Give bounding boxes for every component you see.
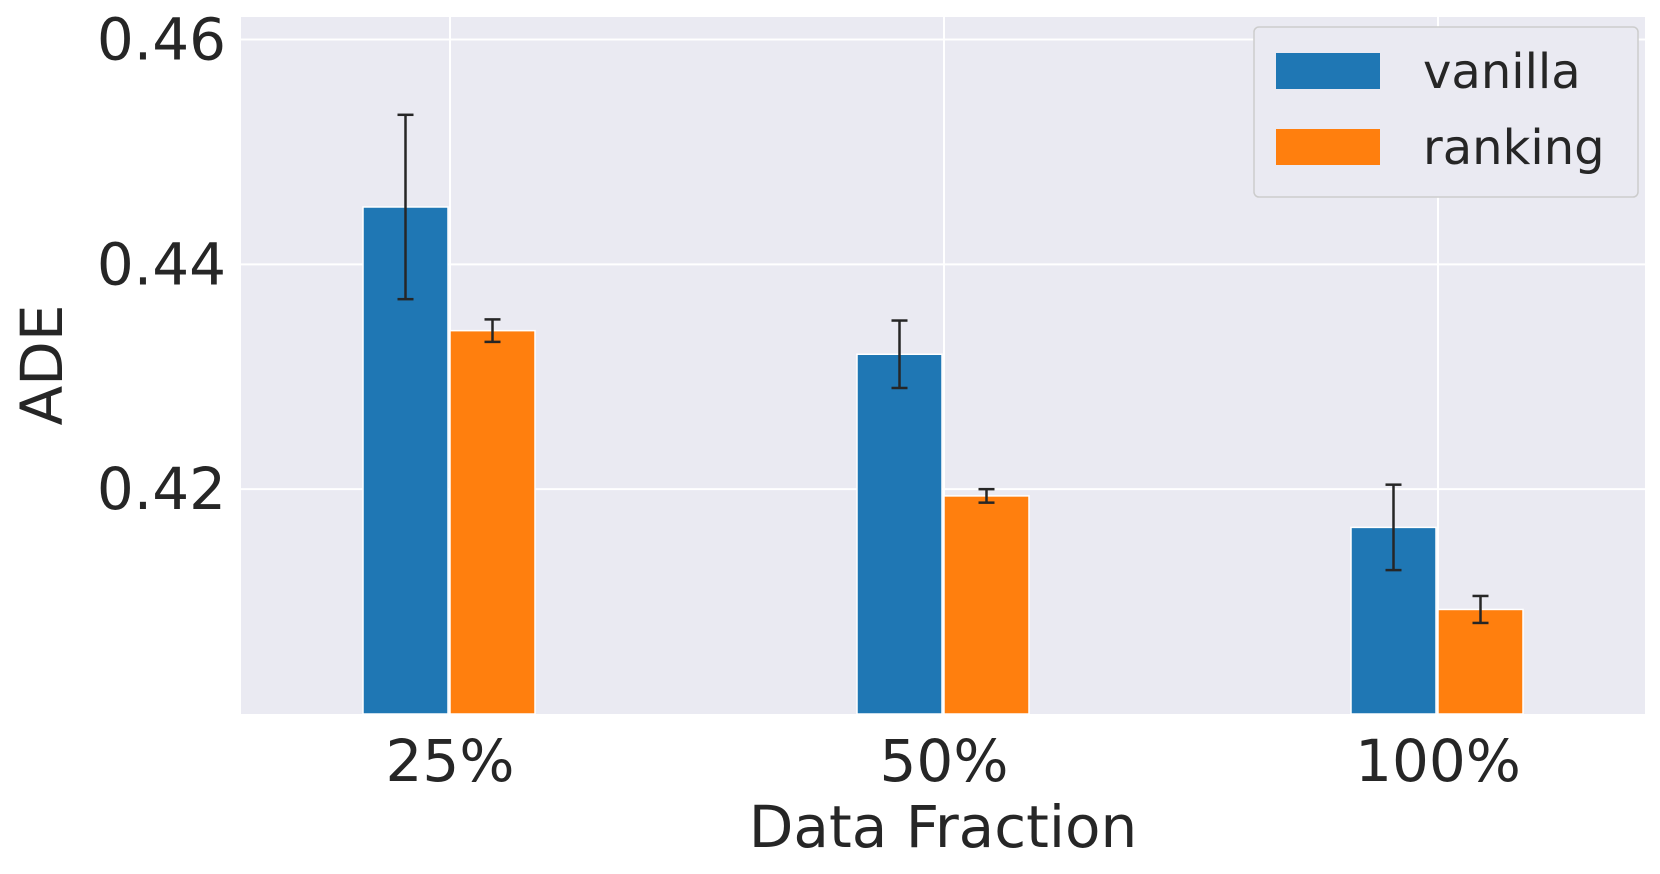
y-axis-label: ADE xyxy=(8,305,76,426)
y-tick-label: 0.42 xyxy=(97,455,226,523)
legend-label-ranking: ranking xyxy=(1423,120,1605,176)
legend-swatch-ranking xyxy=(1276,129,1380,165)
y-axis-ticks: 0.42 0.44 0.46 xyxy=(97,5,226,523)
bar-ranking-50% xyxy=(943,495,1030,715)
x-axis-label: Data Fraction xyxy=(749,793,1137,861)
x-tick-label: 25% xyxy=(386,727,515,795)
y-tick-label: 0.44 xyxy=(97,230,226,298)
bar-ranking-25% xyxy=(449,329,536,715)
x-axis-ticks: 25% 50% 100% xyxy=(386,727,1521,795)
legend-swatch-vanilla xyxy=(1276,53,1380,89)
legend-label-vanilla: vanilla xyxy=(1423,44,1581,100)
x-tick-label: 100% xyxy=(1355,727,1521,795)
error-bars xyxy=(397,113,1489,625)
x-tick-label: 50% xyxy=(880,727,1009,795)
legend: vanilla ranking xyxy=(1253,26,1639,198)
bar-ranking-100% xyxy=(1437,608,1524,715)
bar-vanilla-50% xyxy=(856,353,943,715)
y-tick-label: 0.46 xyxy=(97,5,226,73)
